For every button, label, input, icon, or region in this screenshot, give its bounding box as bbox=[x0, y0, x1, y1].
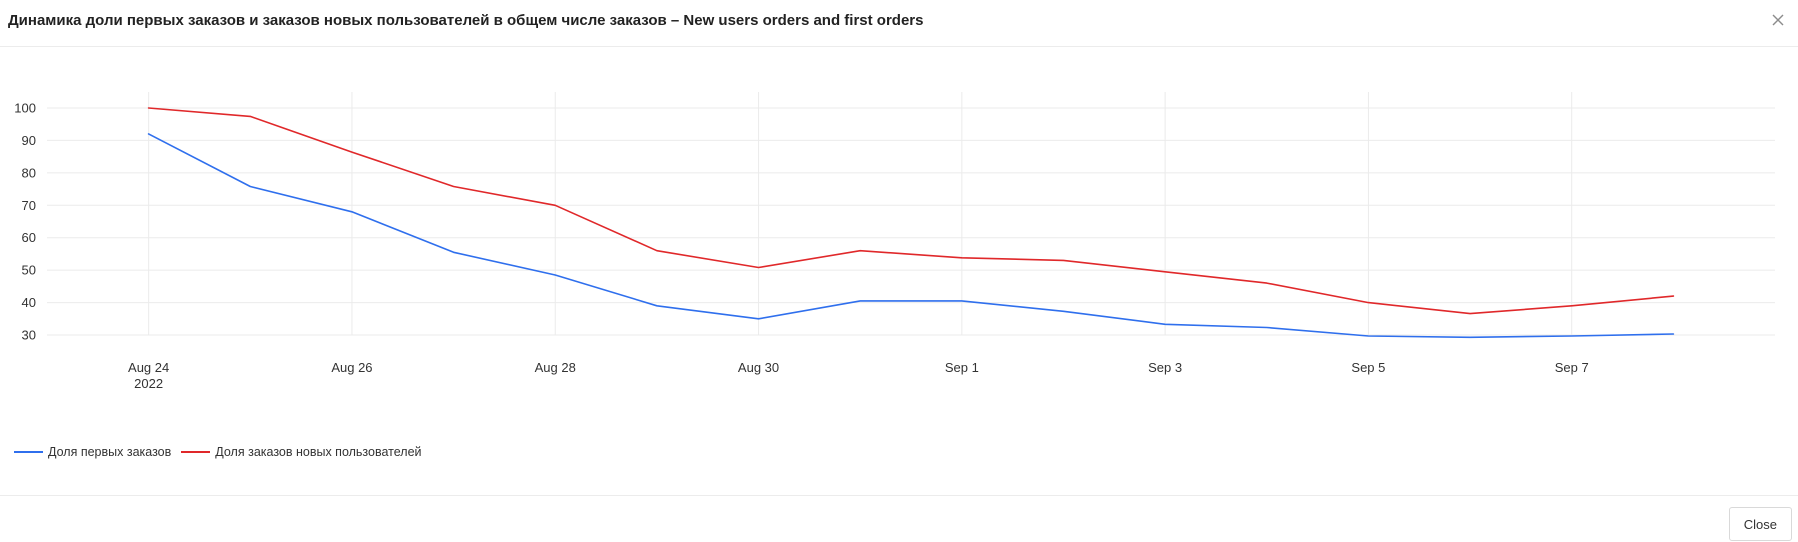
x-tick-label: Sep 7 bbox=[1555, 360, 1589, 375]
dialog-title: Динамика доли первых заказов и заказов н… bbox=[8, 12, 924, 29]
x-tick-label: Aug 24 bbox=[128, 360, 169, 375]
close-icon[interactable] bbox=[1766, 8, 1790, 32]
series-line-2 bbox=[147, 107, 1675, 315]
y-tick-label: 80 bbox=[22, 165, 36, 180]
y-tick-label: 60 bbox=[22, 230, 36, 245]
legend-swatch bbox=[14, 451, 43, 453]
x-tick-sublabel: 2022 bbox=[134, 376, 163, 391]
x-tick-label: Sep 5 bbox=[1351, 360, 1385, 375]
x-tick-label: Aug 28 bbox=[535, 360, 576, 375]
y-tick-label: 30 bbox=[22, 328, 36, 343]
y-tick-label: 90 bbox=[22, 133, 36, 148]
dialog-footer: Close bbox=[0, 495, 1798, 542]
chart-legend: Доля первых заказов Доля заказов новых по… bbox=[14, 445, 422, 459]
y-tick-label: 40 bbox=[22, 295, 36, 310]
close-button[interactable]: Close bbox=[1728, 507, 1792, 541]
close-icon-glyph bbox=[1772, 14, 1784, 26]
x-tick-label: Sep 1 bbox=[945, 360, 979, 375]
y-tick-label: 50 bbox=[22, 263, 36, 278]
chart-area: 30 40 50 60 70 80 90 100 Aug 24 2022 Aug 26 Aug 28 A… bbox=[0, 47, 1798, 495]
dialog-header: Динамика доли первых заказов и заказов н… bbox=[0, 0, 1798, 47]
x-tick-label: Aug 26 bbox=[331, 360, 372, 375]
x-tick-label: Sep 3 bbox=[1148, 360, 1182, 375]
y-tick-label: 70 bbox=[22, 198, 36, 213]
legend-label: Доля заказов новых пользователей bbox=[215, 445, 422, 459]
legend-swatch bbox=[181, 451, 211, 453]
legend-item-2[interactable]: Доля заказов новых пользователей bbox=[181, 445, 422, 459]
legend-item-1[interactable]: Доля первых заказов bbox=[14, 445, 171, 459]
x-tick-label: Aug 30 bbox=[738, 360, 779, 375]
series-line-1 bbox=[147, 133, 1675, 339]
y-tick-label: 100 bbox=[14, 101, 36, 116]
legend-label: Доля первых заказов bbox=[48, 445, 172, 459]
